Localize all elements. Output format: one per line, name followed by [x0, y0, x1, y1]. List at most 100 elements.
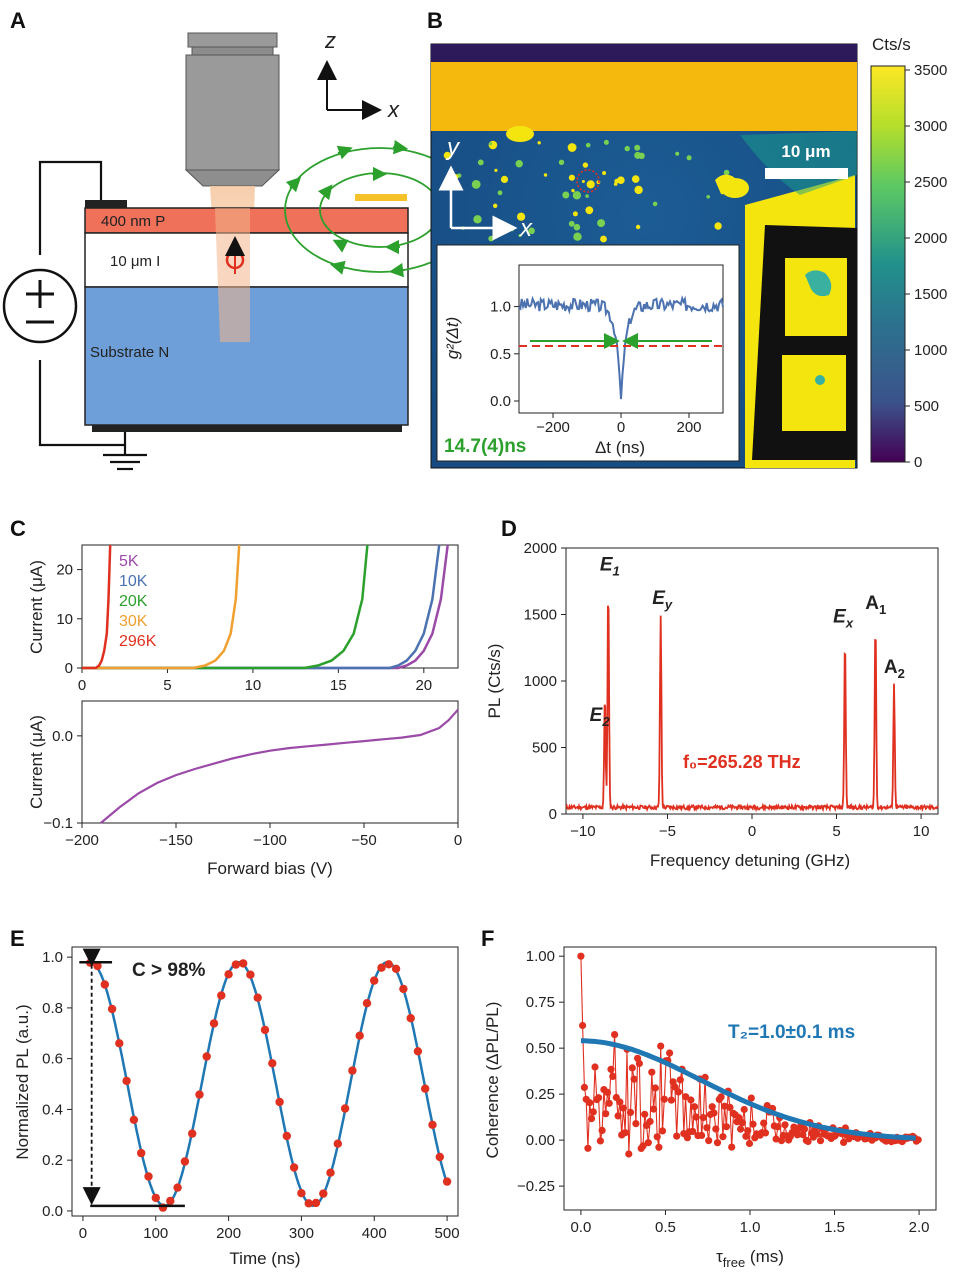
- f-data-point: [584, 1144, 592, 1152]
- f-xtick-label: 0.0: [570, 1219, 591, 1236]
- e-data-point: [173, 1183, 182, 1192]
- panel-label-e: E: [10, 926, 25, 951]
- e-data-point: [406, 1014, 415, 1023]
- e-data-point: [231, 960, 241, 969]
- e-data-point: [428, 1120, 437, 1130]
- f-data-point: [619, 1104, 628, 1112]
- emitter-spot: [543, 173, 548, 177]
- f-data-point: [682, 1093, 690, 1101]
- axes-indicator-b: y x: [438, 134, 533, 242]
- electrode-pad: [355, 194, 407, 201]
- voltage-source-icon: [2, 268, 78, 344]
- f-data-point: [653, 1133, 661, 1141]
- g2-ylabel: g²(Δt): [443, 317, 462, 360]
- f-data-point: [650, 1105, 658, 1113]
- emitter-spot: [572, 191, 582, 200]
- f-ytick-label: −0.25: [517, 1178, 555, 1195]
- f-ylabel: Coherence (ΔPL/PL): [483, 1002, 502, 1159]
- c-legend-20K: 20K: [119, 593, 148, 610]
- g2-ytick-label: 0.0: [490, 393, 511, 410]
- e-xlabel: Time (ns): [229, 1249, 300, 1268]
- c-bot-xtick-label: −150: [159, 832, 193, 849]
- panel-c: C 0 5 10 15 20 0 10 20 Current (μA) −200 −150 −100…: [10, 516, 462, 878]
- f-data-point: [705, 1137, 713, 1145]
- g2-trace: [518, 295, 724, 400]
- e-data-point: [268, 1059, 277, 1068]
- f-data-point: [671, 1083, 679, 1091]
- f-data-point: [692, 1113, 700, 1121]
- e-data-point: [260, 1025, 270, 1035]
- e-ytick-label: 0.2: [42, 1152, 63, 1169]
- f-xtick-label: 1.0: [740, 1219, 761, 1236]
- f-axes: [563, 946, 937, 1211]
- f-data-point: [657, 1042, 665, 1050]
- f-data-point: [708, 1103, 716, 1111]
- panel-label-c: C: [10, 516, 26, 541]
- emitter-spot: [581, 180, 585, 183]
- e-data-point: [355, 1031, 364, 1040]
- f-data-point: [648, 1068, 656, 1076]
- f-data-point: [703, 1124, 711, 1132]
- e-data-point: [435, 1152, 444, 1162]
- e-data-point: [166, 1196, 175, 1206]
- f-xlabel-sub: free: [723, 1255, 745, 1270]
- c-bot-xtick-label: 0: [454, 832, 462, 849]
- d-peak-sub: 1: [879, 602, 886, 617]
- e-ytick-label: 0.8: [42, 1000, 63, 1017]
- panel-f: F 0.0 0.5 1.0 1.5 2.0 −0.25 0.00 0.25 0.50 0.75 1.…: [481, 926, 937, 1270]
- c-top-ytick-label: 10: [56, 611, 73, 628]
- e-ytick-label: 0.4: [42, 1101, 63, 1118]
- emitter-spot: [537, 141, 541, 145]
- c-top-xtick-label: 5: [163, 677, 171, 694]
- c-bot-xlabel: Forward bias (V): [207, 859, 333, 878]
- f-plot: 0.0 0.5 1.0 1.5 2.0 −0.25 0.00 0.25 0.50 0.75 1.00…: [483, 948, 930, 1270]
- c-top-xtick-label: 15: [330, 677, 347, 694]
- c-bot-xtick-label: −200: [65, 832, 99, 849]
- layer-label-n: Substrate N: [90, 344, 169, 361]
- d-annotation: f₀=265.28 THz: [683, 752, 801, 772]
- f-data-point: [646, 1117, 654, 1126]
- c-series-5K: [82, 544, 449, 670]
- f-data-point: [747, 1094, 755, 1102]
- f-ytick-label: 0.25: [526, 1086, 555, 1103]
- e-data-point: [362, 999, 372, 1008]
- f-data-point: [660, 1095, 668, 1103]
- emitter-spot: [500, 175, 509, 183]
- axes-indicator-a: z x: [317, 28, 400, 122]
- e-data-point: [129, 1115, 139, 1125]
- e-data-point: [209, 1019, 219, 1028]
- d-ylabel: PL (Cts/s): [485, 644, 504, 719]
- d-peak-sub: 2: [601, 714, 610, 729]
- colorbar-tick-label: 1500: [914, 286, 947, 303]
- f-xtick-label: 0.5: [655, 1219, 676, 1236]
- emitter-spot: [624, 145, 630, 152]
- colorbar-tick-label: 500: [914, 398, 939, 415]
- c-legend-5K: 5K: [119, 553, 139, 570]
- emitter-spot: [493, 203, 498, 208]
- e-ytick-label: 1.0: [42, 949, 63, 966]
- f-data-point: [683, 1134, 692, 1142]
- e-data-point: [275, 1097, 284, 1107]
- f-data-point: [781, 1121, 789, 1129]
- f-data-point: [721, 1102, 729, 1110]
- e-data-point: [370, 976, 379, 985]
- e-data-point: [217, 991, 226, 1000]
- d-peak-sub: x: [845, 615, 854, 630]
- f-ytick-label: 0.00: [526, 1132, 555, 1149]
- e-data-point: [239, 959, 248, 968]
- emitter-spot: [597, 219, 606, 228]
- emitter-spot: [603, 139, 609, 145]
- g2-xlabel: Δt (ns): [595, 438, 645, 457]
- emitter-spot: [585, 194, 589, 198]
- g2-xtick-label: 0: [617, 419, 625, 436]
- c-bottom-plot: −200 −150 −100 −50 0 −0.1 0.0 Current (μA) Forwa…: [27, 708, 462, 878]
- emitter-spot: [635, 224, 641, 230]
- emitter-spot: [443, 151, 451, 159]
- f-data-point: [710, 1109, 718, 1117]
- f-data-point: [607, 1065, 615, 1073]
- d-peak-sub: y: [664, 597, 673, 612]
- d-peak-label-A1: A1: [865, 593, 886, 617]
- emitter-spot: [567, 143, 577, 152]
- f-data-point: [625, 1150, 633, 1158]
